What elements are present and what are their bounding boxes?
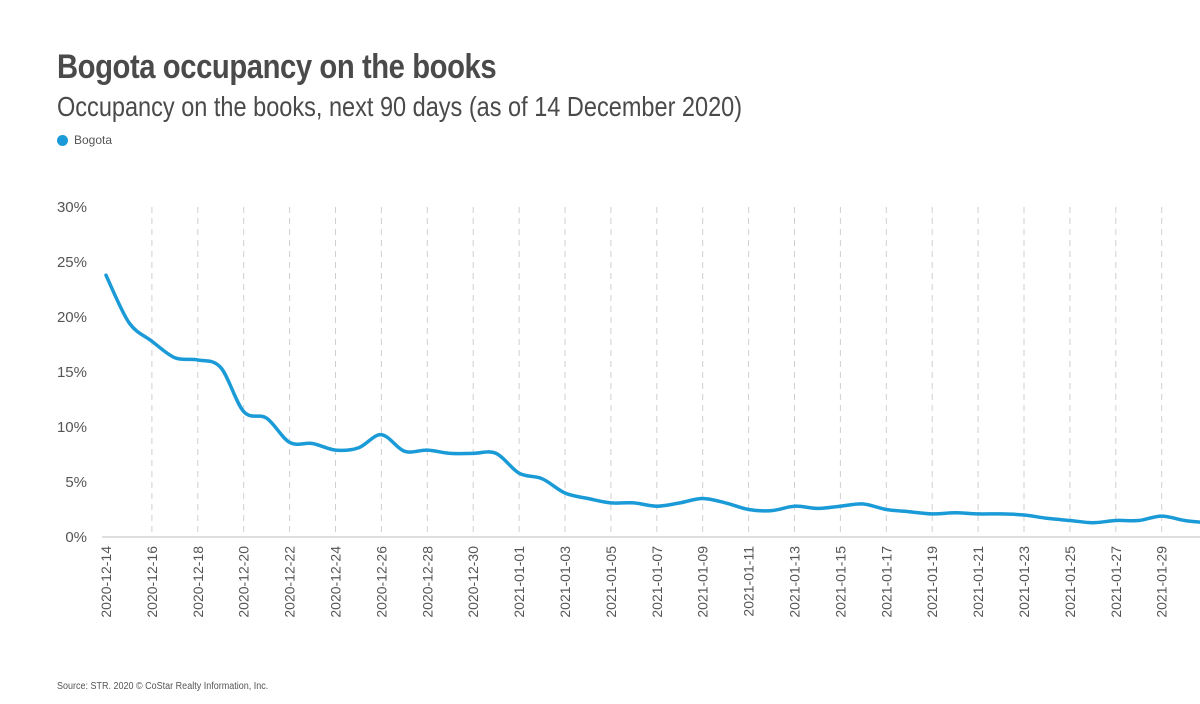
x-tick-label: 2021-01-15 [832,546,848,618]
chart-subtitle: Occupancy on the books, next 90 days (as… [57,91,743,122]
x-tick-label: 2020-12-26 [373,546,389,618]
x-tick-label: 2021-01-29 [1154,546,1170,618]
y-tick-label: 10% [57,419,87,436]
x-tick-label: 2021-01-01 [511,546,527,618]
y-tick-label: 5% [65,474,87,491]
x-tick-label: 2021-01-21 [970,546,986,618]
x-tick-label: 2021-01-19 [924,546,940,618]
legend: Bogota [57,133,112,147]
x-tick-label: 2020-12-28 [419,546,435,618]
legend-marker [57,134,68,146]
x-tick-label: 2021-01-03 [557,546,573,618]
x-tick-label: 2021-01-13 [787,546,803,618]
x-tick-label: 2021-01-09 [695,546,711,618]
x-tick-label: 2020-12-30 [465,546,481,618]
x-tick-label: 2020-12-20 [236,546,252,618]
x-tick-label: 2020-12-16 [144,546,160,618]
x-tick-label: 2021-01-25 [1062,546,1078,618]
source-note: Source: STR. 2020 © CoStar Realty Inform… [57,681,269,692]
y-tick-label: 20% [57,309,87,326]
x-tick-label: 2020-12-14 [98,546,114,618]
x-tick-label: 2020-12-22 [282,546,298,618]
y-tick-label: 30% [57,199,87,216]
x-tick-label: 2020-12-24 [328,546,344,618]
y-tick-label: 25% [57,254,87,271]
y-tick-label: 0% [65,529,87,546]
x-tick-label: 2021-01-07 [649,546,665,618]
x-tick-label: 2021-01-27 [1108,546,1124,618]
x-tick-label: 2021-01-11 [741,546,757,617]
series-line-bogota [104,273,1200,525]
x-tick-label: 2021-01-23 [1016,546,1032,618]
x-tick-label: 2021-01-05 [603,546,619,618]
x-tick-label: 2021-01-17 [878,546,894,618]
y-tick-label: 15% [57,364,87,381]
chart-title: Bogota occupancy on the books [57,48,497,86]
legend-label: Bogota [74,133,113,147]
x-tick-label: 2020-12-18 [190,546,206,618]
